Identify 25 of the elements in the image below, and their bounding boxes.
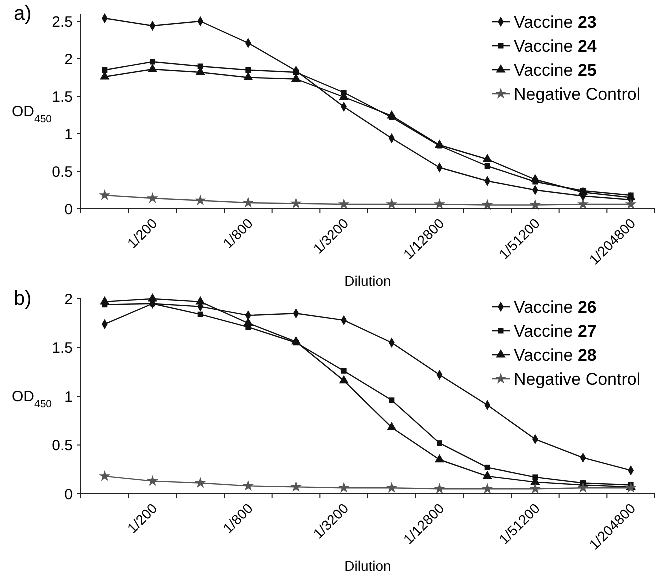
- x-axis-title: Dilution: [344, 273, 392, 289]
- y-tick-label: 0.5: [52, 164, 73, 181]
- y-tick-label: 2: [64, 291, 73, 308]
- y-tick-label: 1: [64, 388, 73, 406]
- y-tick-label: 1.5: [52, 340, 73, 357]
- legend-label: Vaccine 27: [514, 322, 597, 341]
- legend-label: Vaccine 23: [514, 12, 597, 32]
- legend-label: Vaccine 24: [514, 36, 598, 56]
- chart-title: b): [14, 288, 32, 310]
- y-tick-label: 2: [64, 51, 73, 68]
- y-axis-title: OD$_{450}$: [12, 388, 52, 410]
- y-axis-title: OD$_{450}$: [12, 104, 52, 126]
- legend-label: Vaccine 26: [514, 298, 597, 317]
- legend-label: Negative Control: [514, 370, 641, 389]
- y-tick-label: 1.5: [52, 88, 73, 106]
- y-tick-label: 0.5: [52, 438, 73, 454]
- legend-label: Negative Control: [514, 84, 641, 104]
- legend-label: Vaccine 28: [514, 346, 597, 365]
- y-tick-label: 0: [64, 486, 73, 504]
- chart-title: a): [14, 3, 32, 25]
- x-axis-title: Dilution: [344, 558, 392, 573]
- y-tick-label: 2.5: [52, 14, 73, 31]
- legend-label: Vaccine 25: [514, 60, 597, 80]
- y-tick-label: 1: [64, 126, 73, 144]
- y-tick-label: 0: [64, 201, 73, 218]
